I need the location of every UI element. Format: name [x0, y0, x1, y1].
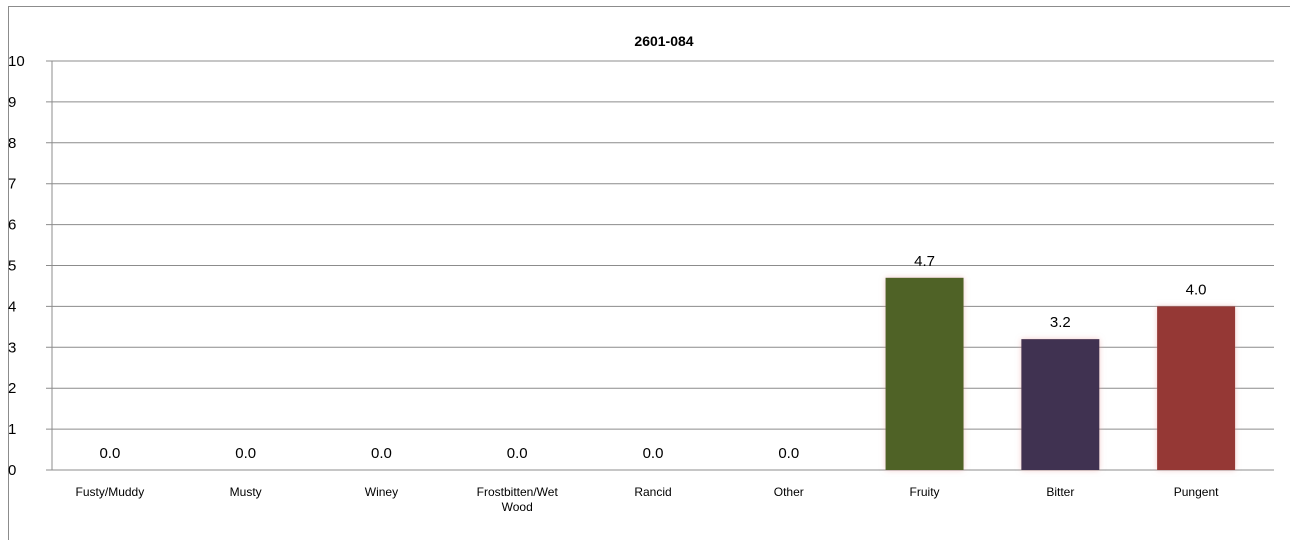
data-label: 0.0: [235, 445, 256, 462]
y-tick-label: 5: [8, 258, 16, 275]
y-tick-label: 10: [8, 53, 25, 70]
y-tick-label: 6: [8, 217, 16, 234]
y-axis: 0 1 2 3 4 5 6 7 8 9 10: [8, 53, 53, 479]
x-tick-label: Fruity: [910, 485, 940, 499]
x-tick-label: Other: [774, 485, 804, 499]
x-axis: Fusty/Muddy Musty Winey Frostbitten/Wet Wood…: [76, 485, 1220, 514]
data-labels: 0.0 0.0 0.0 0.0 0.0 0.0 4.7 3.2 4.0: [99, 253, 1206, 462]
data-label: 4.0: [1186, 281, 1207, 298]
x-tick-label: Bitter: [1046, 485, 1074, 499]
bars: [885, 277, 1236, 470]
x-tick-label: Winey: [365, 485, 398, 499]
chart-frame: [8, 6, 1290, 540]
y-tick-label: 9: [8, 94, 16, 111]
x-tick-label: Fusty/Muddy: [76, 485, 145, 499]
data-label: 3.2: [1050, 314, 1071, 331]
y-tick-label: 1: [8, 421, 16, 438]
chart-title: 2601-084: [634, 33, 693, 49]
y-tick-label: 2: [8, 380, 16, 397]
x-tick-label: Musty: [230, 485, 262, 499]
y-tick-label: 0: [8, 462, 16, 479]
data-label: 4.7: [914, 253, 935, 270]
x-tick-label: Frostbitten/Wet Wood: [477, 485, 559, 514]
x-tick-label: Rancid: [634, 485, 671, 499]
bar: [1157, 306, 1236, 470]
y-tick-label: 8: [8, 135, 16, 152]
data-label: 0.0: [99, 445, 120, 462]
bar: [885, 277, 964, 470]
y-tick-label: 4: [8, 298, 16, 315]
bar: [1021, 339, 1100, 470]
y-tick-label: 3: [8, 339, 16, 356]
data-label: 0.0: [643, 445, 664, 462]
x-tick-label: Pungent: [1174, 485, 1219, 499]
y-tick-label: 7: [8, 176, 16, 193]
data-label: 0.0: [507, 445, 528, 462]
data-label: 0.0: [778, 445, 799, 462]
data-label: 0.0: [371, 445, 392, 462]
